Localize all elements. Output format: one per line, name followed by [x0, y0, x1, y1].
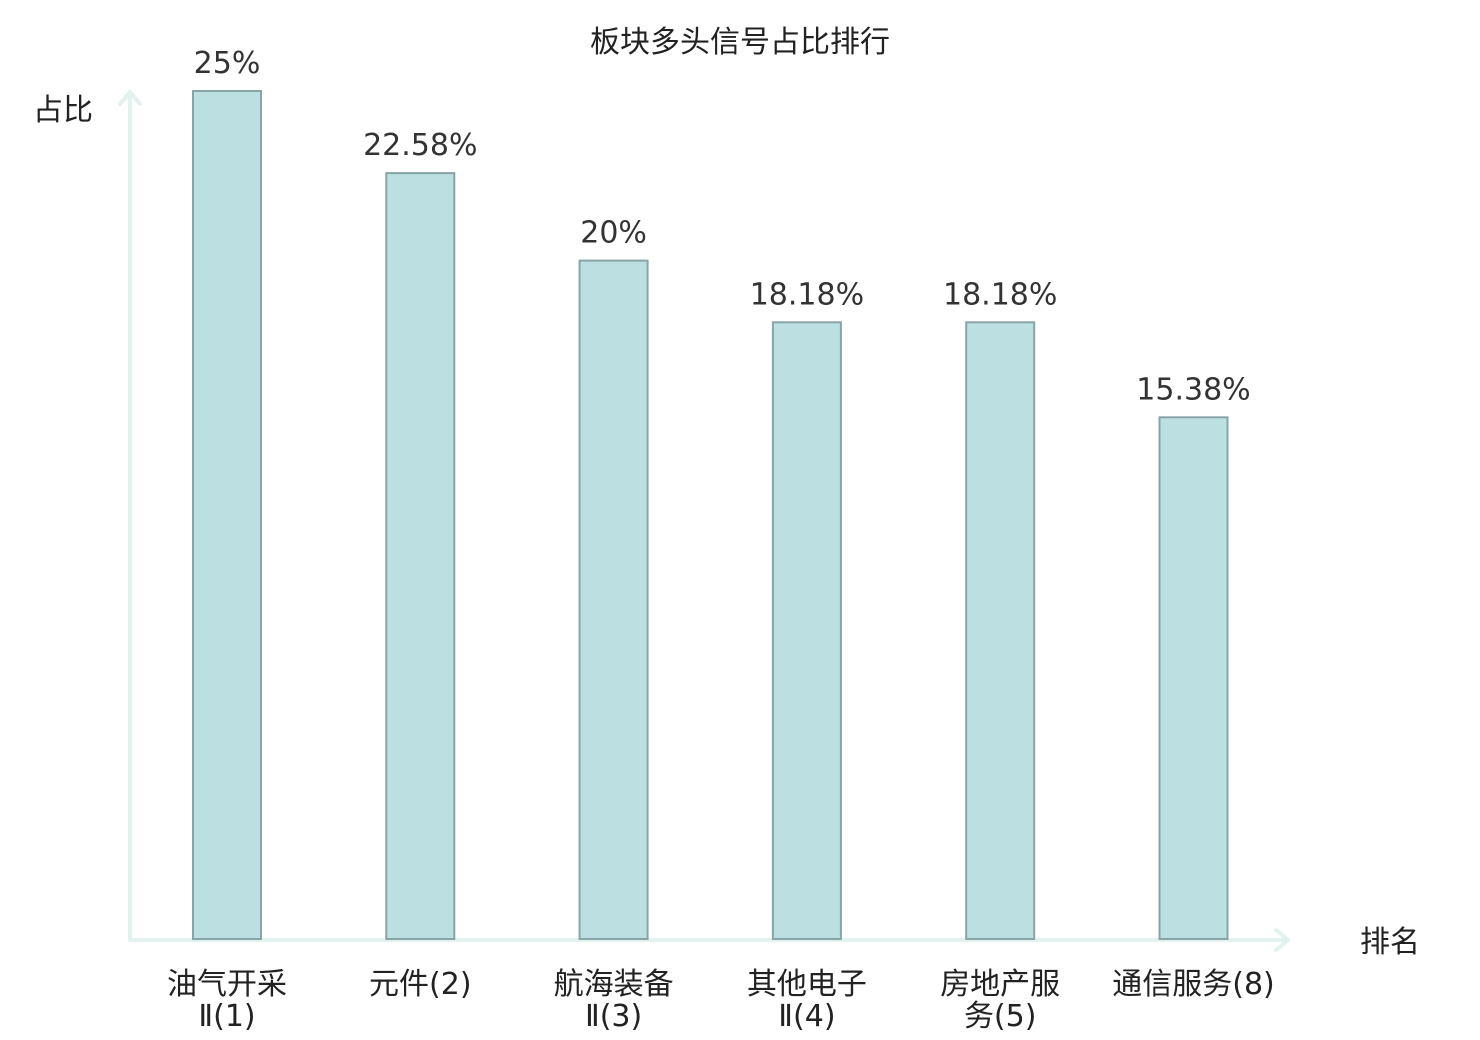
bar-4	[965, 321, 1036, 940]
category-label-4-line-0: 房地产服	[940, 967, 1060, 1002]
value-labels-group: 25% 22.58% 20% 18.18% 18.18% 15.38%	[194, 46, 1251, 407]
value-label-4: 18.18%	[943, 277, 1057, 312]
value-label-3: 18.18%	[750, 277, 864, 312]
category-label-0-line-0: 油气开采	[167, 967, 287, 1002]
bars-group	[192, 90, 1229, 941]
y-axis-title: 占比	[33, 93, 93, 128]
value-label-1: 22.58%	[363, 128, 477, 163]
category-label-3-line-1: Ⅱ(4)	[778, 999, 835, 1034]
category-label-5-line-0: 通信服务(8)	[1112, 967, 1275, 1002]
bar-5	[1158, 416, 1229, 940]
bar-0	[192, 90, 262, 940]
category-label-1-line-0: 元件(2)	[369, 967, 472, 1002]
chart-title: 板块多头信号占比排行	[590, 25, 890, 60]
bar-2	[578, 259, 649, 941]
bar-1	[385, 172, 456, 941]
category-label-2-line-0: 航海装备	[554, 967, 674, 1002]
value-label-5: 15.38%	[1136, 372, 1250, 407]
axes	[118, 90, 1290, 952]
category-label-3-line-0: 其他电子	[747, 967, 867, 1002]
bar-3	[771, 321, 842, 940]
x-axis-arrow	[1274, 928, 1290, 952]
category-label-4-line-1: 务(5)	[964, 999, 1037, 1034]
category-label-0-line-1: Ⅱ(1)	[198, 999, 255, 1034]
x-axis-title: 排名	[1360, 925, 1420, 960]
category-label-2-line-1: Ⅱ(3)	[585, 999, 642, 1034]
value-label-0: 25%	[194, 46, 261, 81]
value-label-2: 20%	[580, 216, 647, 251]
